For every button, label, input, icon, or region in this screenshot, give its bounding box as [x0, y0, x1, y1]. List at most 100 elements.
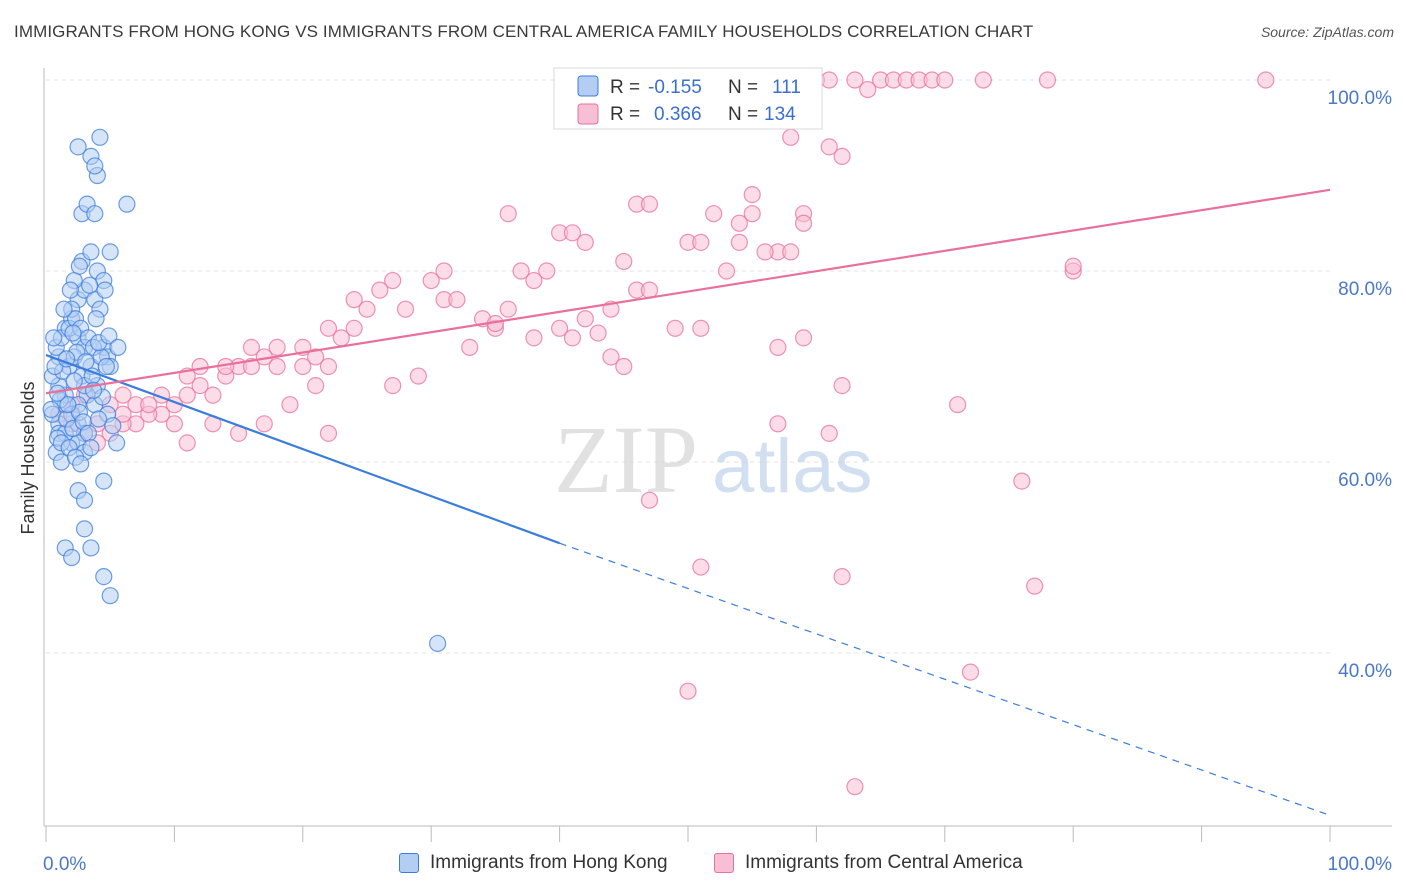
central-america-point-18: [820, 138, 838, 156]
hong-kong-point-105: [100, 327, 118, 345]
legend-n-value-2: 134: [764, 104, 796, 125]
hong-kong-point-95: [79, 424, 97, 442]
central-america-point-118: [820, 424, 838, 442]
hong-kong-point-70: [429, 634, 447, 653]
legend-n-value-1: 111: [772, 77, 801, 98]
central-america-point-127: [1064, 257, 1082, 275]
central-america-point-32: [576, 233, 594, 251]
central-america-point-56: [782, 243, 800, 261]
central-america-point-50: [576, 310, 594, 328]
hong-kong-point-38: [118, 195, 136, 213]
hong-kong-point-91: [64, 324, 82, 342]
central-america-point-130: [563, 329, 582, 347]
central-america-point-120: [640, 491, 659, 509]
central-america-point-28: [730, 233, 748, 251]
hong-kong-point-93: [59, 396, 77, 414]
central-america-point-21: [640, 195, 659, 213]
legend-r-label-2: R =: [610, 104, 640, 125]
central-america-point-102: [165, 415, 183, 433]
central-america-point-6: [859, 80, 877, 99]
hong-kong-trend-extension: [559, 542, 1331, 816]
legend-swatch-central-america: [577, 103, 599, 125]
hong-kong-point-86: [70, 257, 88, 275]
x-tick-label-max: 100.0%: [1328, 854, 1393, 875]
central-america-point-87: [114, 386, 132, 404]
central-america-point-60: [319, 319, 338, 337]
central-america-point-66: [268, 357, 286, 376]
central-america-point-97: [281, 396, 299, 414]
central-america-point-31: [563, 224, 582, 242]
hong-kong-point-106: [109, 338, 127, 356]
central-america-point-117: [769, 415, 787, 433]
central-america-point-42: [358, 300, 376, 318]
central-america-point-37: [435, 262, 453, 280]
bottom-legend-label-hong-kong: Immigrants from Hong Kong: [430, 852, 668, 873]
central-america-point-64: [307, 348, 325, 366]
central-america-point-39: [384, 271, 402, 290]
central-america-point-106: [319, 424, 338, 442]
central-america-point-22: [705, 205, 723, 223]
hong-kong-point-57: [97, 357, 115, 376]
central-america-point-71: [191, 377, 209, 395]
central-america-point-13: [974, 71, 992, 89]
central-america-point-55: [756, 243, 774, 261]
axes: [43, 68, 1392, 842]
central-america-point-94: [268, 338, 286, 356]
hong-kong-point-68: [95, 567, 113, 586]
central-america-point-109: [615, 357, 633, 376]
central-america-point-49: [550, 319, 569, 337]
trend-lines: [45, 188, 1331, 816]
central-america-point-108: [602, 348, 620, 366]
central-america-point-73: [178, 386, 196, 404]
central-america-point-15: [1257, 71, 1275, 89]
hong-kong-point-61: [95, 472, 113, 490]
central-america-point-123: [1026, 577, 1044, 595]
central-america-point-115: [949, 396, 967, 414]
bottom-legend-label-central-america: Immigrants from Central America: [745, 852, 1023, 873]
central-america-point-34: [538, 262, 556, 280]
central-america-point-119: [1013, 472, 1031, 490]
legend-swatch-hong-kong: [577, 75, 599, 97]
central-america-trend-line: [45, 188, 1331, 395]
central-america-point-128: [461, 338, 479, 356]
central-america-point-48: [499, 300, 517, 318]
hong-kong-point-88: [96, 281, 114, 299]
central-america-point-27: [692, 233, 710, 251]
central-america-point-41: [345, 291, 363, 309]
central-america-point-91: [191, 357, 209, 376]
hong-kong-point-87: [81, 276, 99, 294]
hong-kong-point-67: [82, 539, 100, 557]
central-america-point-5: [846, 71, 864, 89]
hong-kong-points: [42, 128, 447, 653]
hong-kong-point-32: [86, 205, 104, 223]
central-america-point-17: [782, 128, 800, 146]
central-america-point-67: [242, 338, 261, 356]
central-america-point-122: [833, 567, 851, 586]
central-america-point-96: [307, 377, 325, 395]
central-america-point-98: [255, 415, 273, 433]
central-america-point-25: [499, 205, 517, 223]
y-tick-labels: 40.0% 60.0% 80.0% 100.0%: [1328, 88, 1393, 682]
hong-kong-point-100: [65, 372, 83, 390]
legend-r-value-2: 0.366: [654, 104, 702, 125]
bottom-legend-swatch-central-america: [714, 853, 734, 873]
central-america-point-131: [589, 324, 607, 342]
hong-kong-point-64: [75, 520, 94, 538]
central-america-point-14: [1038, 71, 1057, 89]
central-america-point-33: [615, 252, 633, 271]
central-america-point-59: [743, 186, 761, 204]
central-america-point-125: [679, 682, 697, 700]
central-america-point-4: [820, 71, 838, 89]
watermark-zip: ZIP: [554, 406, 698, 513]
hong-kong-point-71: [108, 434, 126, 452]
y-tick-label-3: 100.0%: [1328, 88, 1393, 109]
hong-kong-point-89: [87, 310, 105, 328]
central-america-point-19: [833, 147, 851, 165]
bottom-legend: Immigrants from Hong Kong Immigrants fro…: [0, 852, 1406, 878]
central-america-point-126: [846, 778, 864, 796]
central-america-point-43: [396, 300, 415, 318]
source-attribution: Source: ZipAtlas.com: [1260, 24, 1394, 40]
central-america-point-124: [961, 663, 980, 681]
central-america-point-133: [384, 377, 402, 395]
